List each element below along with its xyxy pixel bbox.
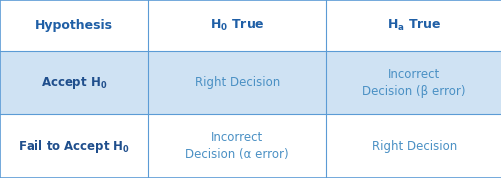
Text: Hypothesis: Hypothesis — [35, 19, 113, 32]
Bar — [148, 0, 326, 51]
Text: Right Decision: Right Decision — [371, 140, 456, 153]
Bar — [0, 114, 148, 178]
Text: Incorrect
Decision (β error): Incorrect Decision (β error) — [362, 67, 465, 98]
Bar — [0, 0, 148, 51]
Bar — [326, 0, 501, 51]
Bar — [326, 114, 501, 178]
Text: Accept $\mathbf{H_0}$: Accept $\mathbf{H_0}$ — [41, 75, 107, 90]
Bar — [326, 51, 501, 114]
Bar — [0, 51, 148, 114]
Bar — [148, 51, 326, 114]
Text: Fail to Accept $\mathbf{H_0}$: Fail to Accept $\mathbf{H_0}$ — [18, 138, 130, 155]
Text: Incorrect
Decision (α error): Incorrect Decision (α error) — [185, 131, 289, 161]
Text: $\mathbf{H_0}$ True: $\mathbf{H_0}$ True — [209, 18, 264, 33]
Text: Right Decision: Right Decision — [194, 76, 279, 89]
Bar — [148, 114, 326, 178]
Text: $\mathbf{H_a}$ True: $\mathbf{H_a}$ True — [386, 18, 440, 33]
